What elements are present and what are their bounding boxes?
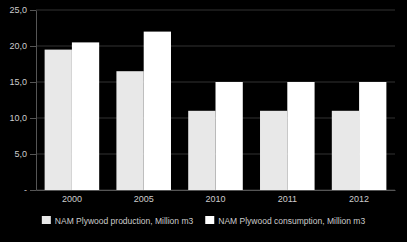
y-tick-mark (30, 46, 36, 47)
y-tick-label: 25,0 (9, 5, 27, 15)
bar-series (72, 32, 386, 190)
legend-label: NAM Plywood consumption, Million m3 (218, 216, 365, 226)
y-tick-label: - (24, 185, 27, 195)
legend-item: NAM Plywood production, Million m3 (42, 216, 194, 226)
y-tick-mark (30, 82, 36, 83)
y-tick: 10,0 (9, 113, 36, 123)
bar (188, 111, 215, 190)
grid-line (36, 10, 395, 11)
bar (116, 71, 143, 190)
y-tick: - (24, 185, 36, 195)
bar (260, 111, 287, 190)
bar (144, 32, 171, 190)
x-tick: 2005 (134, 194, 154, 204)
y-tick: 25,0 (9, 5, 36, 15)
x-tick: 2011 (278, 194, 297, 204)
y-tick: 20,0 (9, 41, 36, 51)
bar (72, 42, 99, 190)
y-tick: 15,0 (9, 77, 36, 87)
y-tick: 5,0 (14, 149, 36, 159)
x-tick-label: 2011 (278, 194, 297, 204)
x-tick-label: 2005 (134, 194, 154, 204)
bar (359, 82, 386, 190)
x-tick-label: 2010 (205, 194, 225, 204)
y-tick-label: 20,0 (9, 41, 27, 51)
y-tick-mark (30, 118, 36, 119)
legend-swatch (42, 216, 51, 224)
x-tick: 2000 (62, 194, 82, 204)
x-axis: 2000 2005 2010 2011 2012 (37, 191, 396, 205)
plot: - 5,0 10,0 15,0 20,0 25,0 2000 2005 2010 2011 2012 (9, 5, 395, 204)
legend-swatch (205, 216, 214, 224)
chart: - 5,0 10,0 15,0 20,0 25,0 2000 2005 2010 2011 2012… (0, 0, 407, 242)
x-tick-label: 2012 (349, 194, 369, 204)
bar (216, 82, 243, 190)
y-axis-line (36, 11, 37, 191)
y-tick-label: 5,0 (14, 149, 27, 159)
bar (45, 50, 72, 190)
bars (45, 32, 387, 190)
bar (287, 82, 314, 190)
x-tick: 2012 (349, 194, 369, 204)
legend: NAM Plywood production, Million m3 NAM Pl… (42, 216, 366, 226)
y-axis: - 5,0 10,0 15,0 20,0 25,0 (9, 5, 36, 195)
y-tick-mark (30, 10, 36, 11)
y-tick-mark (30, 154, 36, 155)
x-tick: 2010 (205, 194, 225, 204)
x-axis-line (37, 190, 396, 191)
legend-label: NAM Plywood production, Million m3 (55, 216, 194, 226)
y-tick-label: 15,0 (9, 77, 27, 87)
bar (332, 111, 359, 190)
legend-item: NAM Plywood consumption, Million m3 (205, 216, 365, 226)
y-tick-label: 10,0 (9, 113, 27, 123)
x-tick-label: 2000 (62, 194, 82, 204)
y-tick-mark (30, 190, 36, 191)
grid (36, 10, 395, 190)
background (0, 0, 407, 242)
